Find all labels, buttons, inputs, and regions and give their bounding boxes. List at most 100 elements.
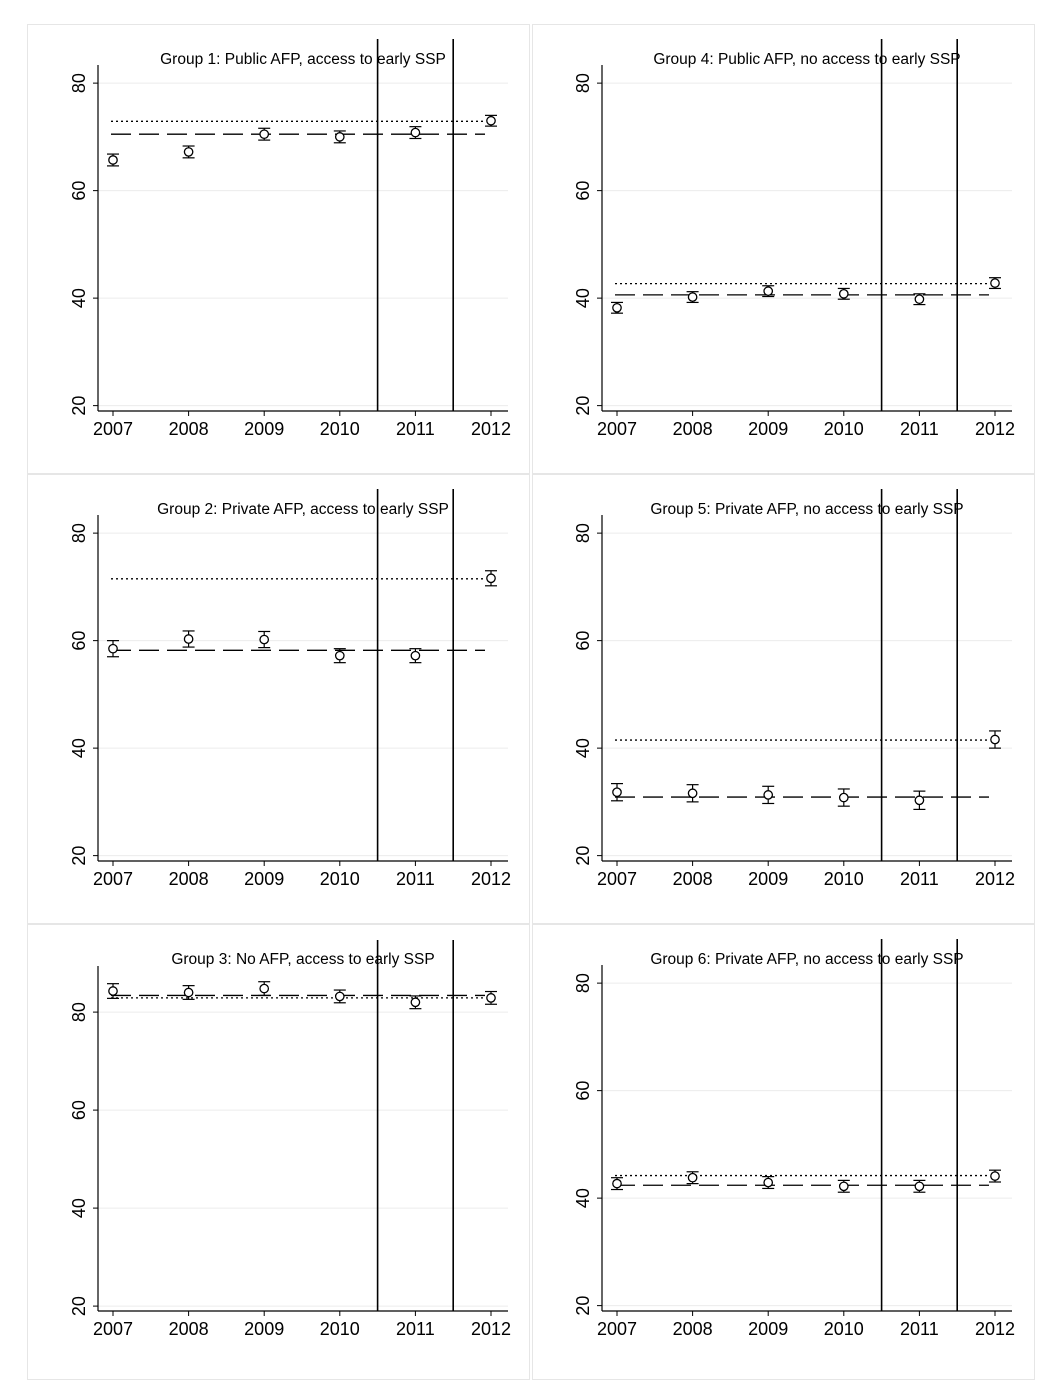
chart-panel-1: 20 40 60 80 2007 2008 2009 2010 2011 2012 Group 1:… <box>27 24 530 474</box>
data-point <box>687 788 698 799</box>
data-point <box>108 155 118 165</box>
y-tick-label: 20 <box>573 396 593 416</box>
y-tick-label: 20 <box>69 1296 89 1316</box>
x-tick-label: 2011 <box>900 419 939 439</box>
x-tick-label: 2010 <box>320 1319 360 1339</box>
data-point <box>914 1181 925 1192</box>
chart-panel-5: 20 40 60 80 2007 2008 2009 2010 2011 2012 Group 3:… <box>27 924 530 1380</box>
data-point <box>763 286 774 296</box>
x-tick-label: 2011 <box>900 869 939 889</box>
x-tick-label: 2010 <box>320 419 360 439</box>
y-tick-label: 40 <box>69 1198 89 1218</box>
y-tick-label: 20 <box>573 1296 593 1316</box>
y-tick-label: 40 <box>573 288 593 308</box>
data-point <box>612 1178 622 1189</box>
x-tick-label: 2010 <box>320 869 360 889</box>
y-tick-label: 80 <box>69 523 89 543</box>
panel-frame <box>27 24 530 474</box>
y-tick-label: 60 <box>573 1081 593 1101</box>
x-tick-label: 2011 <box>396 869 435 889</box>
chart-title: Group 4: Public AFP, no access to early … <box>653 51 960 68</box>
y-tick-label: 40 <box>573 1188 593 1208</box>
data-point <box>259 129 270 140</box>
data-point <box>486 573 496 584</box>
data-point <box>183 634 194 644</box>
x-tick-label: 2008 <box>673 869 713 889</box>
x-tick-label: 2012 <box>471 869 511 889</box>
y-tick-label: 80 <box>573 523 593 543</box>
x-tick-label: 2009 <box>748 1319 788 1339</box>
data-point <box>838 792 849 803</box>
data-point <box>990 278 1000 288</box>
x-tick-label: 2008 <box>673 1319 713 1339</box>
data-point <box>990 734 1000 745</box>
y-tick-label: 80 <box>573 73 593 93</box>
chart-panel-6: 20 40 60 80 2007 2008 2009 2010 2011 2012 Group 6:… <box>532 924 1035 1380</box>
data-point <box>183 147 194 157</box>
y-tick-label: 20 <box>69 846 89 866</box>
x-tick-label: 2008 <box>169 869 209 889</box>
y-tick-label: 40 <box>573 738 593 758</box>
chart-title: Group 5: Private AFP, no access to early… <box>650 501 963 518</box>
data-point <box>838 288 849 299</box>
x-tick-label: 2009 <box>244 1319 284 1339</box>
y-tick-label: 80 <box>69 73 89 93</box>
y-tick-label: 60 <box>573 181 593 201</box>
x-tick-label: 2010 <box>824 1319 864 1339</box>
x-tick-label: 2009 <box>244 419 284 439</box>
y-tick-label: 80 <box>573 973 593 993</box>
x-tick-label: 2007 <box>93 419 133 439</box>
panel-frame <box>27 474 530 924</box>
panel-frame <box>27 924 530 1380</box>
data-point <box>108 986 118 996</box>
y-tick-label: 60 <box>573 631 593 651</box>
x-tick-label: 2012 <box>471 419 511 439</box>
data-point <box>914 294 925 305</box>
x-tick-label: 2012 <box>975 869 1015 889</box>
chart-title: Group 3: No AFP, access to early SSP <box>171 951 434 968</box>
data-point <box>914 795 925 806</box>
y-tick-label: 20 <box>573 846 593 866</box>
data-point <box>259 983 270 994</box>
x-tick-label: 2008 <box>673 419 713 439</box>
x-tick-label: 2010 <box>824 869 864 889</box>
x-tick-label: 2009 <box>748 869 788 889</box>
data-point <box>334 650 345 661</box>
y-tick-label: 40 <box>69 738 89 758</box>
y-tick-label: 60 <box>69 1100 89 1120</box>
data-point <box>687 1172 698 1183</box>
x-tick-label: 2007 <box>93 869 133 889</box>
data-point <box>410 127 421 138</box>
y-tick-label: 60 <box>69 181 89 201</box>
x-tick-label: 2012 <box>975 1319 1015 1339</box>
x-tick-label: 2012 <box>975 419 1015 439</box>
data-point <box>410 997 421 1008</box>
x-tick-label: 2009 <box>244 869 284 889</box>
data-point <box>486 115 496 126</box>
chart-panel-3: 20 40 60 80 2007 2008 2009 2010 2011 2012 Group 2:… <box>27 474 530 924</box>
data-point <box>183 987 194 998</box>
x-tick-label: 2007 <box>93 1319 133 1339</box>
data-point <box>838 1181 849 1192</box>
x-tick-label: 2007 <box>597 419 637 439</box>
data-point <box>334 132 345 142</box>
data-point <box>612 302 622 313</box>
x-tick-label: 2008 <box>169 419 209 439</box>
chart-panel-4: 20 40 60 80 2007 2008 2009 2010 2011 2012 Group 5:… <box>532 474 1035 924</box>
data-point <box>108 643 118 654</box>
y-tick-label: 80 <box>69 1002 89 1022</box>
x-tick-label: 2008 <box>169 1319 209 1339</box>
data-point <box>763 1177 774 1188</box>
x-tick-label: 2012 <box>471 1319 511 1339</box>
x-tick-label: 2007 <box>597 1319 637 1339</box>
y-tick-label: 20 <box>69 396 89 416</box>
panel-frame <box>532 924 1035 1380</box>
data-point <box>259 634 270 645</box>
x-tick-label: 2010 <box>824 419 864 439</box>
data-point <box>687 292 698 302</box>
panel-frame <box>532 474 1035 924</box>
chart-title: Group 1: Public AFP, access to early SSP <box>160 51 446 68</box>
data-point <box>612 787 622 798</box>
chart-title: Group 2: Private AFP, access to early SS… <box>157 501 449 518</box>
